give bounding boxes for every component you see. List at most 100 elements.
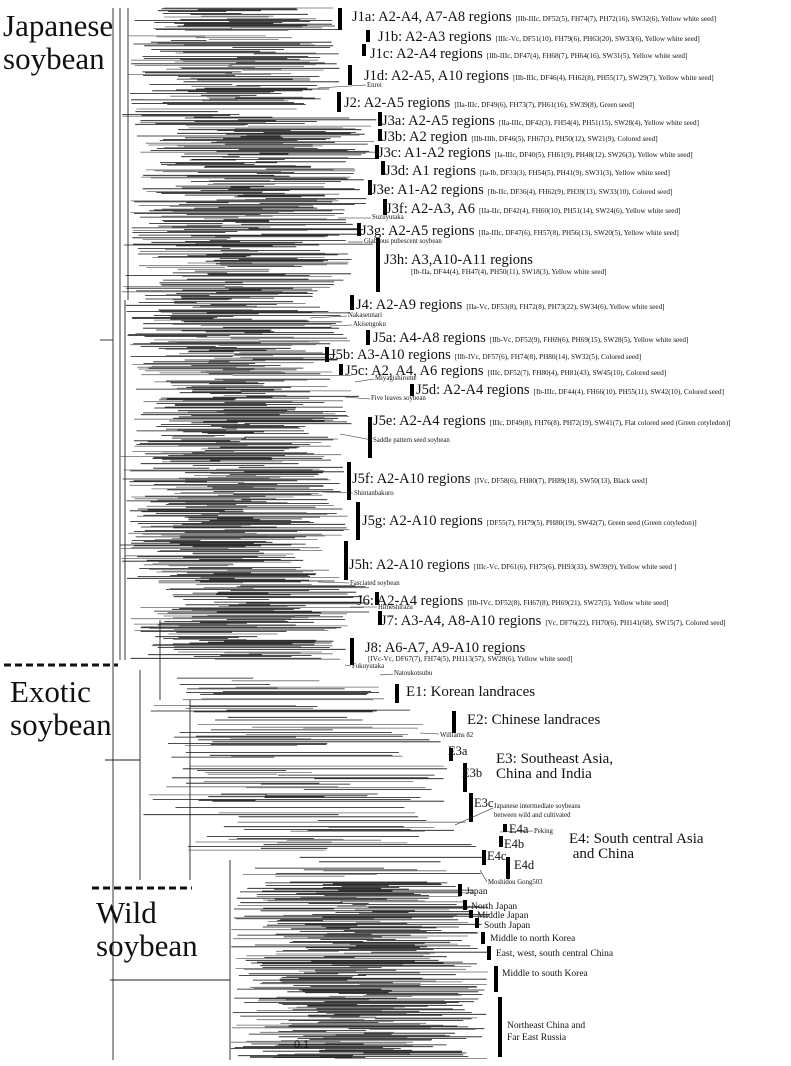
clade-label-j5a: J5a: A4-A8 regions [IIb-Vc, DF52(9), FH6… xyxy=(373,330,689,346)
clade-label-j4: J4: A2-A9 regions [IIa-Vc, DF53(8), FH72… xyxy=(356,297,665,313)
cultivar-label-five-leaves: Five leaves soybean xyxy=(371,395,426,402)
clade-label-e3b: E3b xyxy=(462,766,483,780)
clade-marker-bar xyxy=(378,611,382,625)
clade-marker-bar xyxy=(368,180,372,195)
clade-label-j1c: J1c: A2-A4 regions [IIb-IIIc, DF47(4), F… xyxy=(370,46,688,62)
clade-marker-bar xyxy=(325,347,329,362)
cultivar-label-intermediate: Japanese intermediate soybeans between w… xyxy=(494,803,581,819)
clade-marker-bar xyxy=(463,900,467,910)
clade-marker-bar xyxy=(449,748,453,761)
clade-label-j7: J7: A3-A4, A8-A10 regions [Vc, DF76(22),… xyxy=(381,613,726,629)
clade-marker-bar xyxy=(482,850,486,865)
clade-marker-bar xyxy=(494,966,498,992)
clade-marker-bar xyxy=(375,592,379,605)
wild-label-middle-to-south-korea: Middle to south Korea xyxy=(502,969,588,979)
clade-marker-bar xyxy=(499,836,503,847)
clade-marker-bar xyxy=(410,384,414,396)
clade-label-e3a: E3a xyxy=(448,744,468,758)
cultivar-label-williams-82: Williams 82 xyxy=(440,732,474,739)
clade-marker-bar xyxy=(338,8,342,30)
label-leader-line xyxy=(329,324,353,327)
wild-label-east-west-south-central-china: East, west, south central China xyxy=(496,949,614,959)
clade-label-j3d: J3d: A1 regions [Ia-Ib, DF33(3), FH54(5)… xyxy=(385,163,670,179)
cultivar-label-peking: Peking xyxy=(534,828,553,835)
clade-marker-bar xyxy=(452,711,456,733)
clade-label-j3a: J3a: A2-A5 regions [IIa-IIIc, DF42(3), F… xyxy=(382,113,699,129)
cultivar-label-nakasennari: Nakasennari xyxy=(348,312,382,319)
clade-marker-bar xyxy=(357,223,361,236)
clade-marker-bar xyxy=(503,824,507,832)
clade-label-j5h: J5h: A2-A10 regions [IIIc-Vc, DF61(6), F… xyxy=(349,557,677,573)
clade-marker-bar xyxy=(395,684,399,703)
label-leader-line xyxy=(354,378,375,383)
label-leader-line xyxy=(479,869,488,883)
cultivar-label-natoukotsubu: Natoukotsubu xyxy=(394,670,433,677)
clade-label-e4d: E4d xyxy=(514,858,535,872)
clade-label-j5c: J5c: A2, A4, A6 regions [IIIc, DF52(7), … xyxy=(345,363,667,379)
clade-marker-bar xyxy=(362,44,366,56)
clade-marker-bar xyxy=(375,145,379,159)
label-leader-line xyxy=(317,84,367,89)
clade-label-j2: J2: A2-A5 regions [IIa-IIIc, DF49(6), FH… xyxy=(344,95,635,111)
clade-marker-bar xyxy=(366,30,370,42)
label-leader-line xyxy=(309,315,348,319)
wild-label-northeast-china-far-east-russia: Northeast China and Far East Russia xyxy=(507,1021,586,1043)
clade-label-j5d: J5d: A2-A4 regions [Ib-IIIc, DF44(4), FH… xyxy=(416,382,724,398)
clade-label-e4b: E4b xyxy=(504,837,525,851)
clade-marker-bar xyxy=(469,793,473,822)
clade-label-j3h: J3h: A3,A10-A11 regions xyxy=(384,252,533,268)
clade-marker-bar xyxy=(376,238,380,292)
clade-label-e3c: E3c xyxy=(474,796,494,810)
cultivar-label-suzuyutaka: Suzuyutaka xyxy=(372,214,404,221)
cultivar-label-akisengoku: Akisengoku xyxy=(353,321,386,328)
group-label-wild: Wild soybean xyxy=(96,895,198,963)
clade-marker-bar xyxy=(356,502,360,540)
group-label-japanese: Japanese soybean xyxy=(3,8,114,76)
clade-label-j3g: J3g: A2-A5 regions [IIa-IIIc, DF47(6), F… xyxy=(361,223,679,239)
clade-label-e2: E2: Chinese landraces xyxy=(467,712,601,728)
label-leader-line xyxy=(419,732,440,735)
cultivar-label-miyagishirome: Miyagishirome xyxy=(375,375,417,382)
clade-marker-bar xyxy=(339,364,343,375)
wild-label-south-japan: South Japan xyxy=(484,921,531,931)
cultivar-label-glabrous: Glabrous pubescent soybean xyxy=(364,238,442,245)
clade-marker-bar xyxy=(378,129,382,141)
clade-marker-bar xyxy=(378,112,382,126)
cultivar-label-enrei: Enrei xyxy=(367,82,382,89)
clade-label-j6: J6: A2-A4 regions [IIb-IVc, DF52(8), FH6… xyxy=(357,593,669,609)
clade-marker-bar xyxy=(381,161,385,175)
clade-label-j5e: J5e: A2-A4 regions [IIIc, DF49(8), FH76(… xyxy=(373,413,731,429)
label-leader-line xyxy=(339,433,373,441)
clade-label-e1: E1: Korean landraces xyxy=(406,684,536,700)
cultivar-label-moshidou-gong503: Moshidou Gong503 xyxy=(488,879,543,886)
wild-label-middle-to-north-korea: Middle to north Korea xyxy=(490,934,576,944)
label-leader-line xyxy=(499,830,534,833)
clade-marker-bar xyxy=(383,199,387,215)
cultivar-label-fukuyutaka: Fukuyutaka xyxy=(352,663,385,670)
clade-label-j5f: J5f: A2-A10 regions [IVc, DF58(6), FH80(… xyxy=(352,471,648,487)
cultivar-label-shintanbakuro: Shintanbakuro xyxy=(354,490,394,497)
cultivar-label-fasciated: Fasciated soybean xyxy=(350,580,400,587)
label-leader-line xyxy=(379,673,394,676)
clade-marker-bar xyxy=(344,541,348,580)
clade-marker-bar xyxy=(463,763,467,792)
clade-label-j5b: J5b: A3-A10 regions [IIb-IVc, DF57(6), F… xyxy=(330,347,642,363)
clade-marker-bar xyxy=(458,884,462,896)
clade-marker-bar xyxy=(348,65,352,85)
clade-label-j3c: J3c: A1-A2 regions [Ia-IIIc, DF40(5), FH… xyxy=(378,145,693,161)
group-label-exotic: Exotic soybean xyxy=(10,674,112,742)
clade-marker-bar xyxy=(347,462,351,500)
label-leader-line xyxy=(344,396,371,400)
clade-marker-bar xyxy=(469,910,473,918)
clade-label-e4a: E4a xyxy=(509,822,529,836)
cultivar-label-saddle-pattern: Saddle pattern seed soybean xyxy=(373,437,450,444)
wild-label-middle-japan: Middle Japan xyxy=(477,911,529,921)
label-leader-line xyxy=(321,491,354,494)
clade-marker-bar xyxy=(475,918,479,928)
wild-label-north-japan: North Japan xyxy=(471,902,518,912)
clade-label-j1d: J1d: A2-A5, A10 regions [IIb-IIIc, DF46(… xyxy=(364,68,714,84)
clade-marker-bar xyxy=(350,638,354,665)
clade-label-j1b: J1b: A2-A3 regions [IIIc-Vc, DF51(10), F… xyxy=(378,29,700,45)
clade-marker-bar xyxy=(366,330,370,345)
